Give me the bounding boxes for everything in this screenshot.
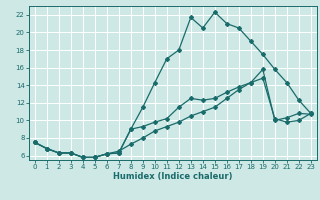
X-axis label: Humidex (Indice chaleur): Humidex (Indice chaleur) [113,172,233,181]
